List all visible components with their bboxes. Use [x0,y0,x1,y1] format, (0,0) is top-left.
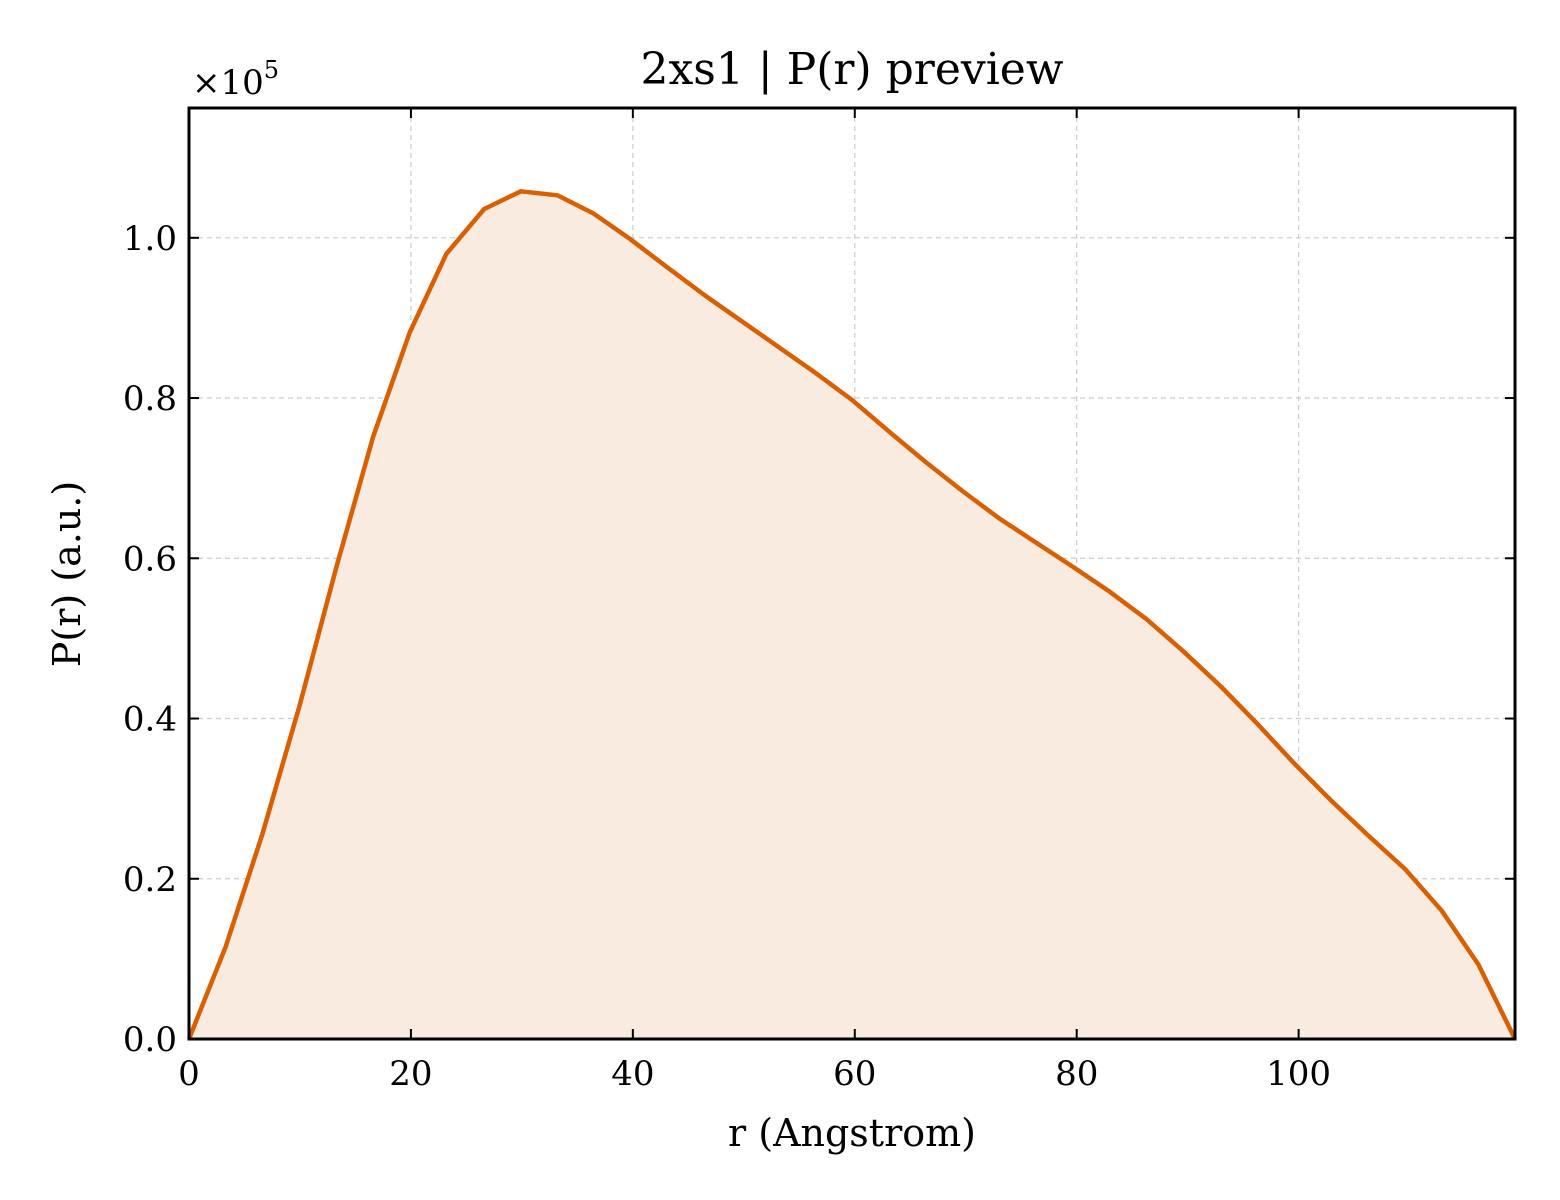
y-axis-label: P(r) (a.u.) [45,481,89,667]
pr-series-line [186,189,1518,1040]
x-tick-label: 100 [1266,1054,1331,1094]
y-axis-multiplier: ×105 [192,56,279,103]
plot-frame [187,106,1517,1041]
x-tick-label: 20 [389,1054,432,1094]
y-tick-label: 1.0 [123,219,177,259]
axis-ticks [188,108,1515,1040]
x-tick-label: 40 [611,1054,654,1094]
y-tick-label: 0.6 [123,539,177,579]
x-tick-label: 80 [1055,1054,1098,1094]
chart-title: 2xs1 | P(r) preview [640,44,1063,95]
y-tick-label: 0.8 [123,379,177,419]
y-axis-multiplier-exponent: 5 [264,56,279,84]
x-tick-label: 60 [833,1054,876,1094]
y-tick-label: 0.4 [123,700,177,740]
x-axis-label: r (Angstrom) [728,1111,976,1155]
x-tick-label: 0 [178,1054,200,1094]
y-axis-multiplier-base: ×10 [192,63,264,103]
pr-area-fill [189,191,1515,1040]
y-tick-label: 0.2 [123,860,177,900]
y-tick-label: 0.0 [123,1020,177,1060]
